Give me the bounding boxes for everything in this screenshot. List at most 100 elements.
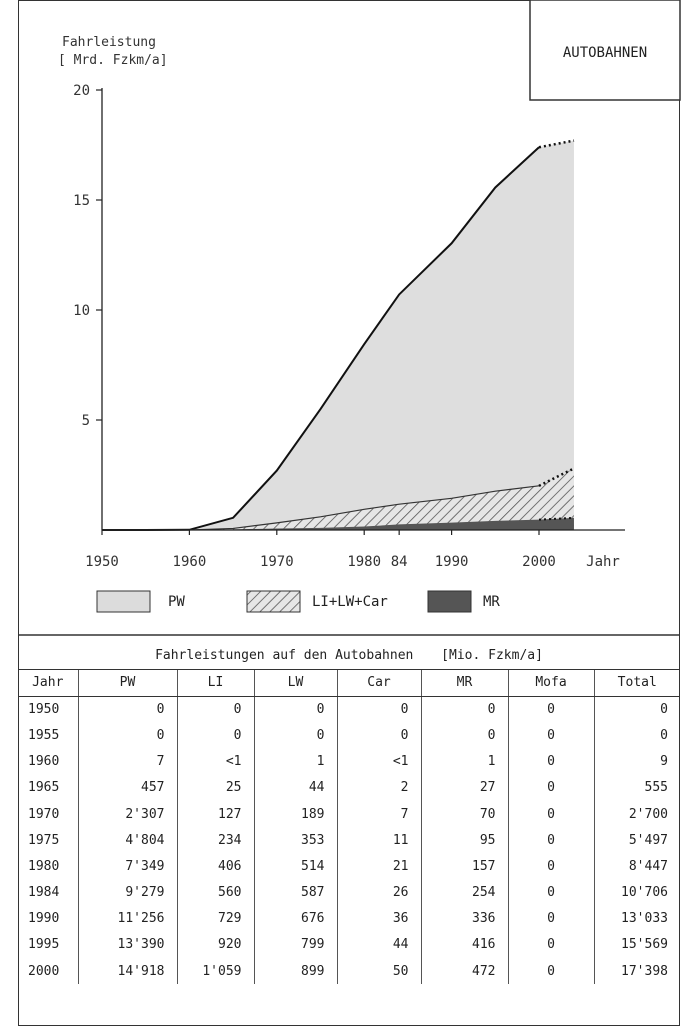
table-cell-lw: 0 xyxy=(253,696,337,723)
table-cell-car: 11 xyxy=(336,827,421,854)
table-cell-total: 0 xyxy=(593,696,680,723)
table-cell-jahr: 1960 xyxy=(28,754,60,770)
table-row: 1995 13'390 920 799 44 416 0 15'569 xyxy=(18,931,680,959)
legend-swatch-li-lw-car xyxy=(246,590,301,613)
legend-label-pw: PW xyxy=(168,594,185,610)
table-cell-mofa: 0 xyxy=(507,696,594,723)
table-cell-car: 36 xyxy=(336,905,421,932)
table-cell-li: 25 xyxy=(176,774,254,801)
table-cell-li: 560 xyxy=(176,879,254,906)
table-row: 2000 14'918 1'059 899 50 472 0 17'398 xyxy=(18,958,680,985)
column-header-total: Total xyxy=(593,670,680,697)
table-body: 1950 0 0 0 0 0 0 0 1955 0 0 0 0 0 0 0 1960 7 <1 1 <1 1 0 9 1965 4… xyxy=(18,696,680,985)
table-cell-li: 729 xyxy=(176,905,254,932)
table-cell-lw: 189 xyxy=(253,800,337,828)
table-cell-jahr: 1955 xyxy=(28,727,60,743)
table-cell-li: <1 xyxy=(176,748,254,775)
table-cell-total: 15'569 xyxy=(593,931,680,959)
table-cell-jahr: 2000 xyxy=(28,963,60,979)
table-cell-mr: 27 xyxy=(420,774,508,801)
table-header-row: Jahr PW LI LW Car MR Mofa Total xyxy=(18,670,680,697)
table-cell-li: 127 xyxy=(176,800,254,828)
table-cell-jahr: 1995 xyxy=(28,937,60,953)
legend-label-mr: MR xyxy=(483,594,500,610)
y-tick-label: 15 xyxy=(73,193,90,209)
table-row: 1980 7'349 406 514 21 157 0 8'447 xyxy=(18,853,680,880)
table-row: 1965 457 25 44 2 27 0 555 xyxy=(18,774,680,801)
x-tick-label: 2000 xyxy=(522,554,556,570)
legend: PW LI+LW+Car MR xyxy=(96,590,500,613)
table-cell-li: 1'059 xyxy=(176,958,254,985)
table-cell-mr: 0 xyxy=(420,722,508,749)
table-cell-mr: 70 xyxy=(420,800,508,828)
table-cell-mr: 472 xyxy=(420,958,508,985)
table-cell-pw: 457 xyxy=(77,774,177,801)
table-unit: [Mio. Fzkm/a] xyxy=(441,648,543,663)
table-cell-car: 21 xyxy=(336,853,421,880)
table-cell-lw: 676 xyxy=(253,905,337,932)
figure-frame xyxy=(18,0,680,1026)
mr-forecast-line xyxy=(538,516,575,521)
data-table-section: Fahrleistungen auf den Autobahnen [Mio. … xyxy=(18,643,680,985)
table-cell-car: 7 xyxy=(336,800,421,828)
table-cell-car: 0 xyxy=(336,696,421,723)
legend-swatch-pw xyxy=(96,590,151,613)
table-cell-jahr: 1980 xyxy=(28,858,60,874)
table-cell-lw: 899 xyxy=(253,958,337,985)
table-cell-pw: 0 xyxy=(77,722,177,749)
table-cell-mofa: 0 xyxy=(507,905,594,932)
area-layers xyxy=(102,139,575,531)
x-axis-title: Jahr xyxy=(586,554,620,570)
data-table: Jahr PW LI LW Car MR Mofa Total 1950 0 0 0 0 0 0 0 1955… xyxy=(18,670,680,985)
table-cell-mr: 416 xyxy=(420,931,508,959)
table-cell-mr: 336 xyxy=(420,905,508,932)
table-cell-car: 0 xyxy=(336,722,421,749)
table-cell-total: 0 xyxy=(593,722,680,749)
table-cell-lw: 1 xyxy=(253,748,337,775)
y-tick-label: 20 xyxy=(73,83,90,99)
table-cell-car: 26 xyxy=(336,879,421,906)
legend-label-li-lw-car: LI+LW+Car xyxy=(312,594,388,610)
column-header-li: LI xyxy=(176,670,254,697)
column-header-mofa: Mofa xyxy=(507,670,594,697)
table-title-text: Fahrleistungen auf den Autobahnen xyxy=(155,648,414,663)
table-cell-mofa: 0 xyxy=(507,774,594,801)
table-cell-jahr: 1984 xyxy=(28,885,60,901)
x-tick-label: 1980 xyxy=(347,554,381,570)
chart: AUTOBAHNEN Fahrleistung [ Mrd. Fzkm/a] 5… xyxy=(18,0,681,636)
li-lw-car-forecast-line xyxy=(538,467,575,487)
table-cell-lw: 0 xyxy=(253,722,337,749)
y-tick-label: 10 xyxy=(73,303,90,319)
table-cell-mofa: 0 xyxy=(507,827,594,854)
table-cell-lw: 799 xyxy=(253,931,337,959)
table-cell-li: 406 xyxy=(176,853,254,880)
table-cell-jahr: 1970 xyxy=(28,806,60,822)
table-cell-li: 920 xyxy=(176,931,254,959)
table-cell-lw: 514 xyxy=(253,853,337,880)
table-cell-car: 50 xyxy=(336,958,421,985)
table-cell-pw: 13'390 xyxy=(77,931,177,959)
table-cell-li: 0 xyxy=(176,696,254,723)
table-cell-jahr: 1965 xyxy=(28,780,60,796)
table-cell-total: 17'398 xyxy=(593,958,680,985)
table-cell-li: 0 xyxy=(176,722,254,749)
table-cell-mr: 157 xyxy=(420,853,508,880)
x-tick-label: 1950 xyxy=(85,554,119,570)
table-cell-pw: 7'349 xyxy=(77,853,177,880)
table-row: 1975 4'804 234 353 11 95 0 5'497 xyxy=(18,827,680,854)
table-cell-total: 8'447 xyxy=(593,853,680,880)
table-cell-mofa: 0 xyxy=(507,748,594,775)
table-cell-total: 13'033 xyxy=(593,905,680,932)
table-cell-pw: 11'256 xyxy=(77,905,177,932)
column-header-mr: MR xyxy=(420,670,508,697)
table-cell-total: 5'497 xyxy=(593,827,680,854)
table-cell-car: 2 xyxy=(336,774,421,801)
x-tick-label: 1960 xyxy=(173,554,207,570)
total-forecast-line xyxy=(538,139,575,149)
x-tick-label: 84 xyxy=(391,554,408,570)
table-cell-pw: 2'307 xyxy=(77,800,177,828)
table-cell-lw: 587 xyxy=(253,879,337,906)
table-cell-pw: 14'918 xyxy=(77,958,177,985)
table-row: 1970 2'307 127 189 7 70 0 2'700 xyxy=(18,800,680,828)
area-pw xyxy=(102,140,574,530)
